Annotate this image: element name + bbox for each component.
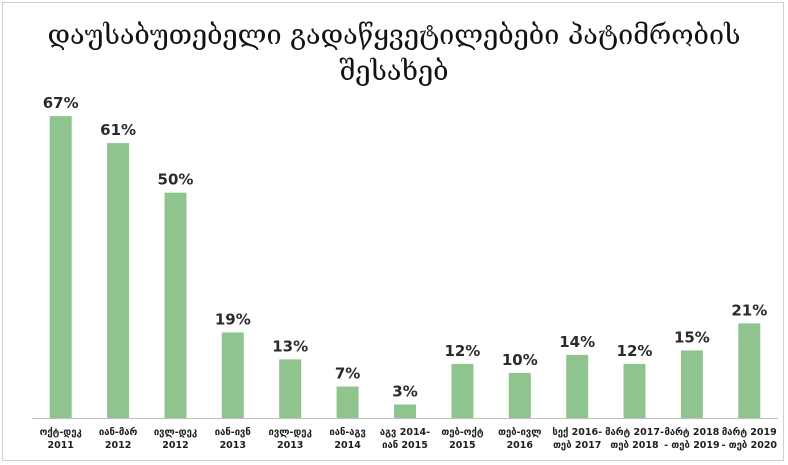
- bar-value-label-3: 19%: [215, 310, 251, 328]
- bar-4: [279, 359, 302, 418]
- bar-5: [336, 386, 359, 418]
- x-tick-label-9-0: სექ 2016-: [552, 427, 602, 438]
- x-tick-label-9-1: თებ 2017: [553, 440, 601, 451]
- x-tick-label-0-1: 2011: [47, 440, 73, 451]
- bar-value-label-1: 61%: [100, 121, 136, 139]
- bar-value-label-0: 67%: [43, 94, 79, 112]
- bar-value-label-2: 50%: [158, 171, 194, 189]
- x-tick-label-12-0: მარტ 2019: [722, 427, 777, 438]
- bar-value-label-9: 14%: [559, 333, 595, 351]
- bar-value-label-7: 12%: [444, 342, 480, 360]
- x-tick-label-1-0: იან-მარ: [99, 427, 138, 438]
- x-tick-label-2-1: 2012: [162, 440, 188, 451]
- bar-value-label-11: 15%: [674, 328, 710, 346]
- chart-title-line-1: დაუსაბუთებელი გადაწყვეტილებები პატიმრობი…: [47, 20, 741, 51]
- bar-value-label-6: 3%: [392, 383, 417, 401]
- bar-11: [680, 350, 703, 418]
- bar-7: [451, 363, 474, 418]
- x-tick-label-7-0: თებ-ოქტ: [441, 427, 483, 438]
- x-tick-label-10-0: მარტ 2017-: [605, 427, 664, 438]
- chart-title: დაუსაბუთებელი გადაწყვეტილებები პატიმრობი…: [0, 18, 788, 90]
- x-tick-label-11-0: მარტ 2018: [664, 427, 719, 438]
- x-tick-label-0-0: ოქტ-დეკ: [40, 427, 82, 438]
- x-tick-label-6-1: იან 2015: [382, 440, 428, 451]
- bar-value-label-5: 7%: [335, 365, 360, 383]
- bar-1: [107, 143, 130, 418]
- x-tick-label-8-0: თებ-ივლ: [498, 427, 541, 438]
- x-tick-label-1-1: 2012: [105, 440, 131, 451]
- bar-6: [394, 404, 416, 418]
- x-tick-label-11-1: - თებ 2019: [664, 440, 720, 451]
- x-tick-label-4-0: ივლ-დეკ: [269, 427, 312, 438]
- bar-value-label-4: 13%: [272, 337, 308, 355]
- x-tick-label-7-1: 2015: [449, 440, 475, 451]
- x-tick-label-3-1: 2013: [220, 440, 246, 451]
- bar-10: [623, 363, 646, 418]
- bar-12: [738, 323, 761, 418]
- chart-frame: [2, 2, 784, 461]
- bar-3: [221, 332, 244, 418]
- bar-0: [49, 116, 72, 418]
- bar-2: [164, 192, 187, 418]
- x-tick-label-5-0: იან-აგვ: [329, 427, 365, 438]
- bar-value-label-8: 10%: [502, 351, 538, 369]
- x-tick-label-5-1: 2014: [334, 440, 361, 451]
- x-tick-label-12-1: - თებ 2020: [722, 440, 778, 451]
- x-tick-label-2-0: ივლ-დეკ: [154, 427, 197, 438]
- x-tick-label-6-0: აგვ 2014-: [380, 427, 430, 438]
- x-tick-label-3-0: იან-ივნ: [215, 427, 251, 438]
- bar-9: [566, 354, 589, 418]
- bar-value-label-12: 21%: [731, 301, 767, 319]
- chart-title-line-2: შესახებ: [339, 56, 449, 87]
- bar-8: [508, 372, 531, 418]
- x-tick-label-8-1: 2016: [507, 440, 534, 451]
- x-tick-label-10-1: თებ 2018: [610, 440, 659, 451]
- x-tick-label-4-1: 2013: [277, 440, 303, 451]
- bar-value-label-10: 12%: [617, 342, 653, 360]
